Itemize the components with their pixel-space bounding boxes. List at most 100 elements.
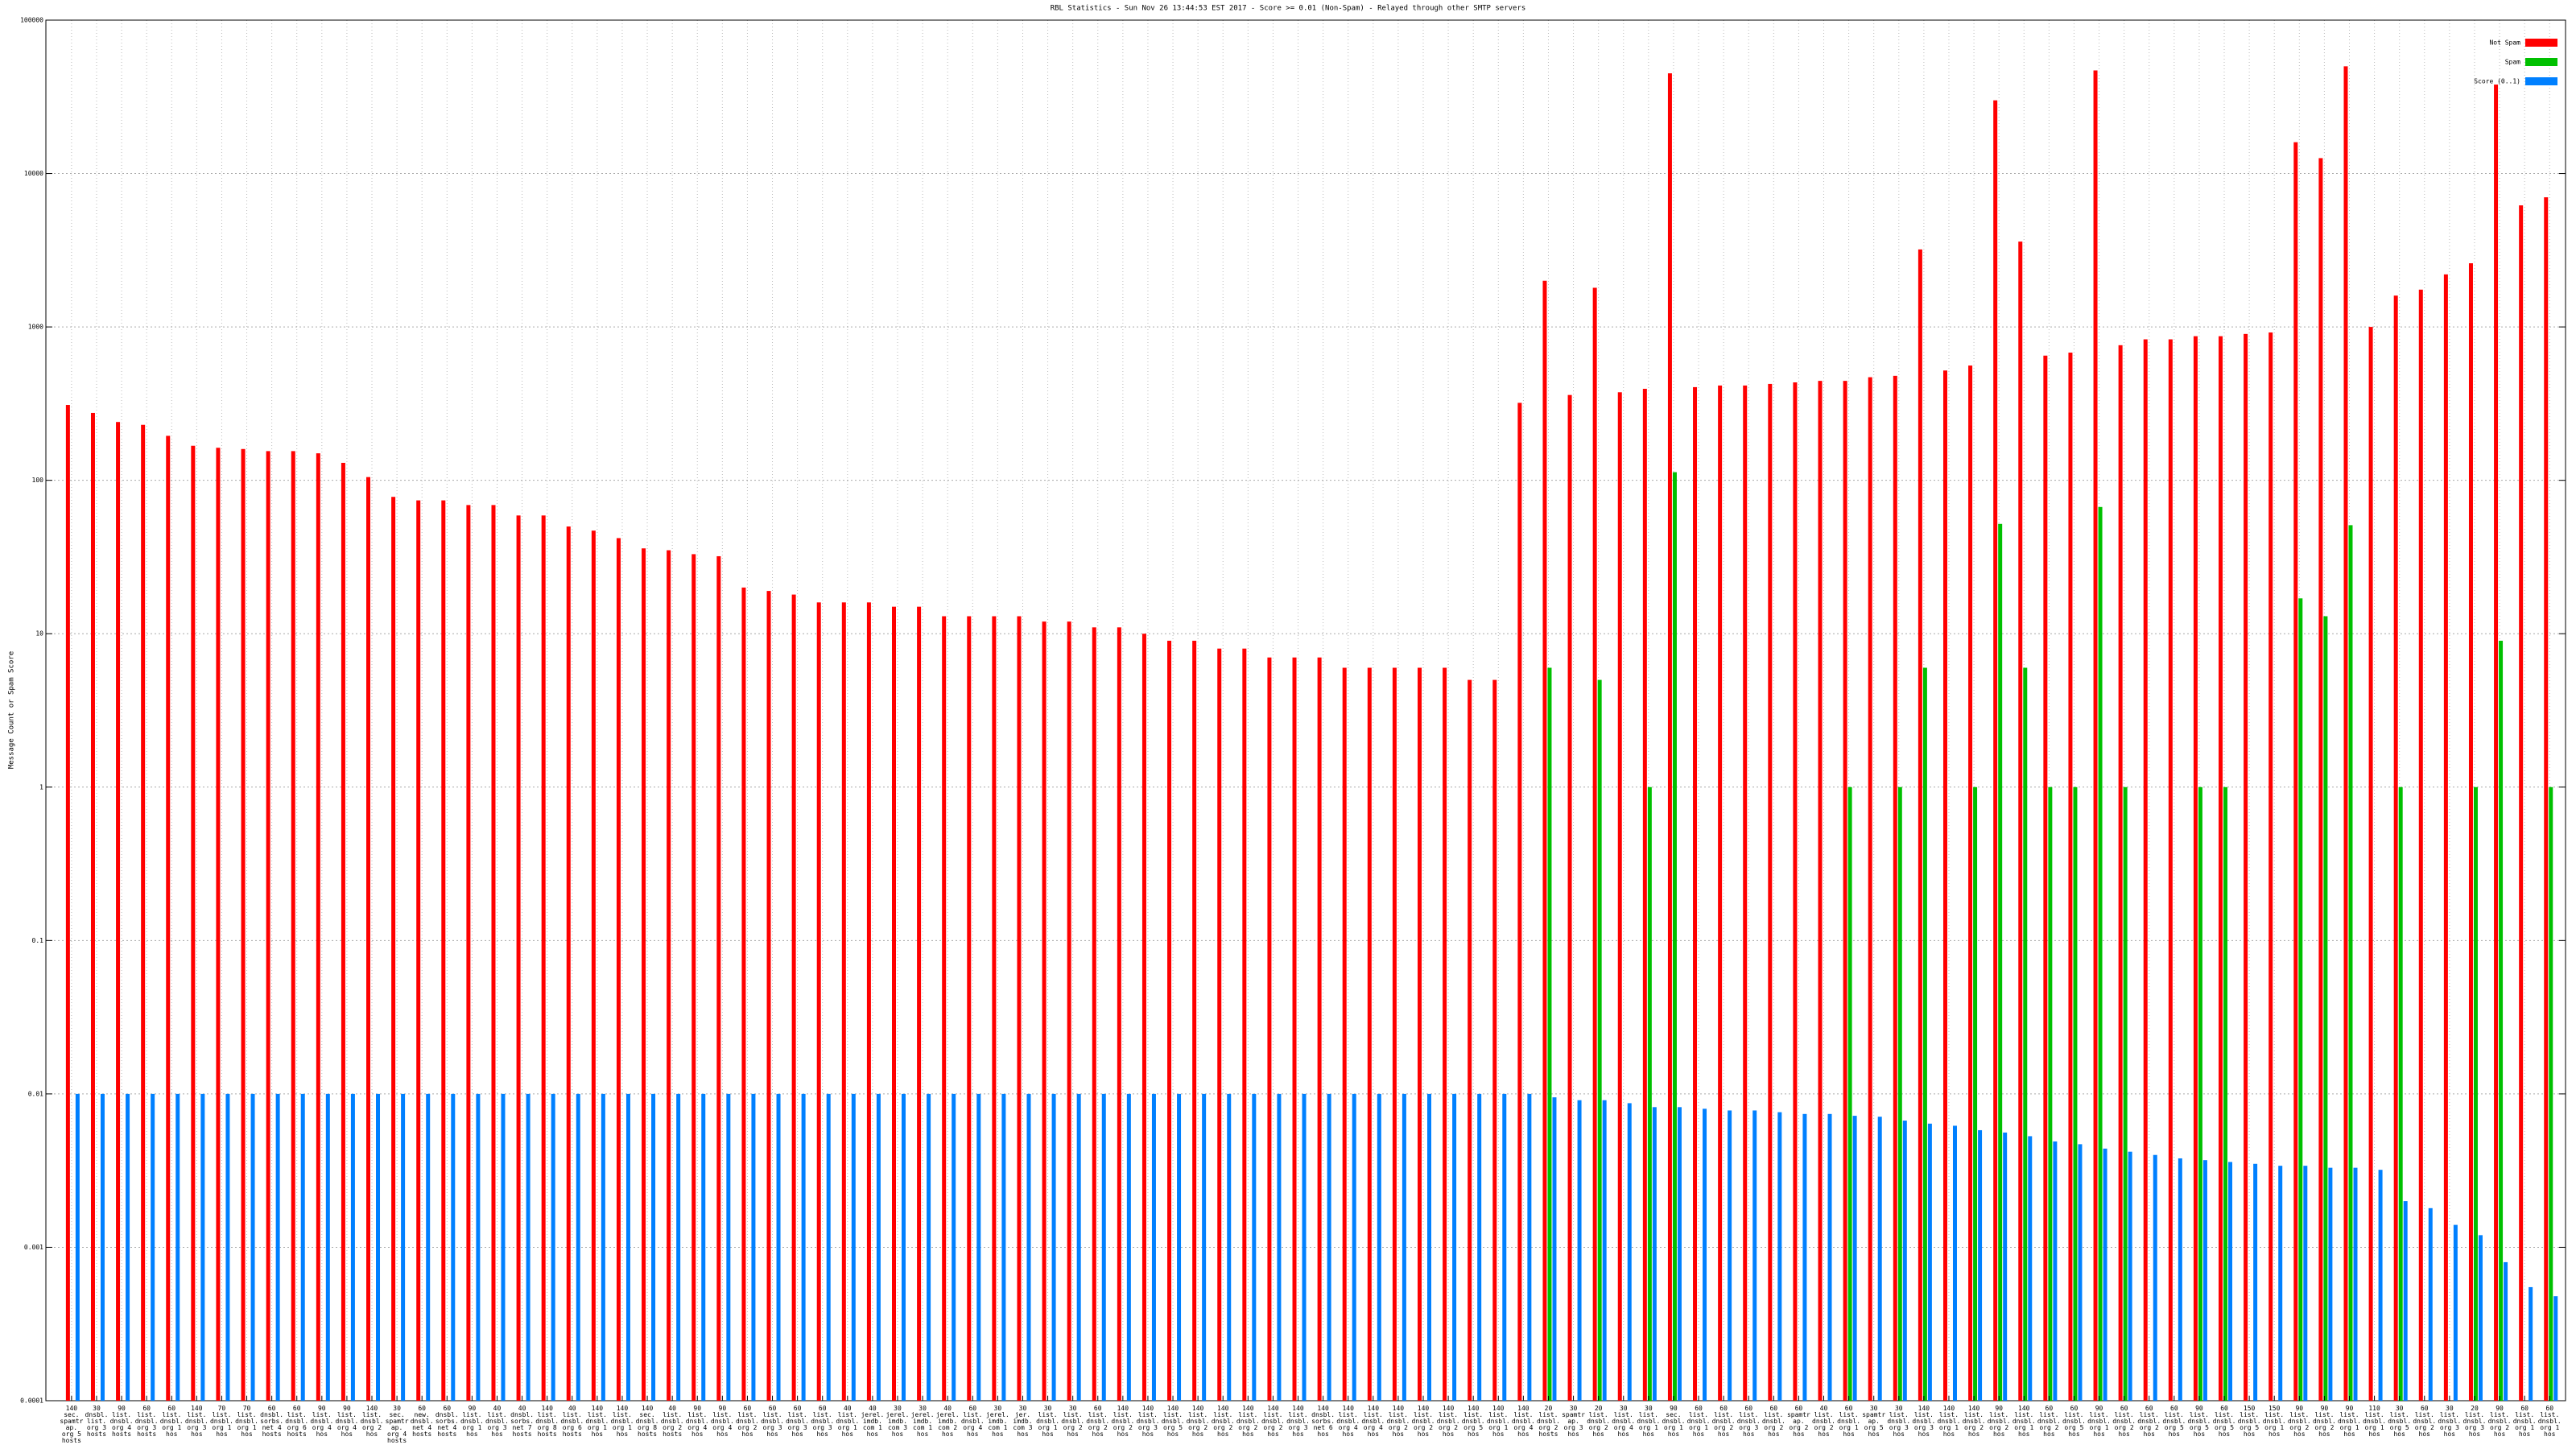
x-tick-label: 60 list. dnsbl. org 3 hosts <box>134 1406 159 1438</box>
bar <box>952 1093 956 1401</box>
x-tick-label: 110 list. dnsbl. org 1 hos <box>2363 1406 2387 1438</box>
x-tick-label: 30 dnsbl. list. org 3 hosts <box>85 1406 109 1438</box>
bar <box>291 451 295 1401</box>
bar <box>2268 332 2273 1402</box>
bar <box>651 1093 656 1401</box>
bar <box>250 1093 255 1401</box>
x-tick-label: 40 jerel. imdb. com 2 hos <box>935 1406 960 1438</box>
bar <box>1793 382 1798 1401</box>
x-tick-label: 90 list. dnsbl. org 2 hos <box>2287 1406 2311 1438</box>
x-tick-label: 140 list. dnsbl. org 1 hos <box>1486 1406 1510 1438</box>
bar <box>1402 1093 1406 1401</box>
bar <box>902 1093 906 1401</box>
y-axis-label: Message Count or Spam Score <box>8 651 16 769</box>
bar <box>841 602 846 1401</box>
bar <box>816 602 821 1401</box>
bar <box>1417 667 1422 1401</box>
bar <box>2118 345 2123 1401</box>
y-tick-label: 10 <box>35 630 43 638</box>
x-tick-label: 140 sec. dnsbl. org 8 hosts <box>635 1406 659 1438</box>
x-tick-label: 90 list. dnsbl. org 4 hosts <box>109 1406 134 1438</box>
bar <box>726 1093 731 1401</box>
bar <box>401 1093 406 1401</box>
bar <box>625 1093 630 1401</box>
bar <box>1443 667 1447 1401</box>
x-tick-label: 60 list. dnsbl. org 5 hos <box>2162 1406 2186 1438</box>
bar <box>451 1093 456 1401</box>
bar <box>741 587 746 1401</box>
bar <box>1342 667 1347 1401</box>
x-tick-label: 30 list. dnsbl. org 2 hos <box>1061 1406 1085 1438</box>
x-tick-label: 140 list. dnsbl. org 2 hos <box>360 1406 384 1438</box>
y-tick-label: 10000 <box>24 170 43 177</box>
bar <box>2343 66 2348 1402</box>
x-tick-label: 60 list. dnsbl. org 2 hos <box>1761 1406 1785 1438</box>
x-tick-label: 140 list. dnsbl. org 2 hos <box>1962 1406 1986 1438</box>
bar <box>1592 287 1597 1401</box>
bar <box>1292 657 1297 1401</box>
bar <box>416 500 421 1402</box>
bar <box>441 500 446 1402</box>
bar <box>1277 1093 1282 1401</box>
bar <box>1392 667 1397 1401</box>
bar <box>2048 786 2053 1401</box>
x-tick-label: 90 list. dnsbl. org 4 hos <box>335 1406 359 1438</box>
bar <box>976 1093 981 1401</box>
x-tick-label: 140 list. dnsbl. org 2 hos <box>1386 1406 1410 1438</box>
bar <box>1602 1100 1607 1401</box>
bar <box>2529 1286 2533 1401</box>
x-tick-label: 30 list. dnsbl. org 3 hos <box>1887 1406 1911 1438</box>
bar <box>1267 657 1272 1401</box>
bar <box>1151 1093 1156 1401</box>
x-tick-label: 30 list. dnsbl. org 1 hos <box>1036 1406 1060 1438</box>
bar <box>2219 336 2223 1402</box>
x-tick-label: 40 list. dnsbl. org 1 hos <box>836 1406 860 1438</box>
bar <box>1468 679 1472 1401</box>
x-tick-label: 90 list. dnsbl. org 4 hos <box>685 1406 709 1438</box>
bar <box>1672 472 1677 1401</box>
bar <box>616 538 621 1401</box>
bar <box>601 1093 605 1401</box>
y-tick-label: 100 <box>32 477 44 484</box>
x-tick-label: 90 list. dnsbl. org 5 hos <box>2187 1406 2211 1438</box>
bar <box>2068 353 2073 1401</box>
bar <box>1302 1093 1307 1401</box>
bar <box>1802 1113 1807 1401</box>
bar <box>2293 142 2298 1401</box>
bar <box>2223 786 2228 1401</box>
x-tick-label: 60 list. dnsbl. org 3 hos <box>761 1406 784 1438</box>
bar <box>2018 242 2023 1401</box>
bar <box>1998 523 2003 1401</box>
bar <box>1001 1093 1006 1401</box>
x-tick-label: 140 list. dnsbl. org 5 hos <box>1161 1406 1185 1438</box>
bar <box>1492 679 1497 1401</box>
x-tick-label: 60 list. dnsbl. org 1 hos <box>2512 1406 2537 1438</box>
bar <box>1902 1121 1907 1401</box>
x-tick-label: 140 list. dnsbl. org 2 hos <box>1236 1406 1260 1438</box>
x-tick-label: 140 list. dnsbl. org 2 hos <box>1211 1406 1235 1438</box>
x-tick-label: 60 dnsbl. sorbs. net 4 hosts <box>435 1406 459 1438</box>
bar <box>576 1093 580 1401</box>
bar <box>2298 598 2303 1401</box>
x-tick-label: 140 list. dnsbl. org 3 hos <box>184 1406 208 1438</box>
x-tick-label: 60 spamtrap. org 2 hos <box>1786 1406 1810 1438</box>
bar <box>341 462 345 1401</box>
legend-swatch <box>2525 58 2557 66</box>
bar <box>1101 1093 1106 1401</box>
bar <box>551 1093 555 1401</box>
bar <box>1141 634 1146 1401</box>
bar <box>2478 1235 2483 1401</box>
x-tick-label: 140 list. dnsbl. org 8 hosts <box>535 1406 559 1438</box>
x-tick-label: 140 list. dnsbl. org 3 hos <box>1912 1406 1936 1438</box>
bar <box>942 616 947 1401</box>
bar <box>892 606 897 1401</box>
x-tick-label: 90 list. dnsbl. org 2 hos <box>2487 1406 2512 1438</box>
bar <box>476 1093 481 1401</box>
bar <box>691 554 696 1401</box>
bar <box>1042 621 1046 1401</box>
bar <box>1752 1110 1757 1401</box>
bar <box>1897 786 1902 1401</box>
bar <box>2553 1296 2558 1401</box>
bar <box>2428 1208 2433 1401</box>
x-tick-label: 40 list. dnsbl. org 3 hos <box>485 1406 509 1438</box>
